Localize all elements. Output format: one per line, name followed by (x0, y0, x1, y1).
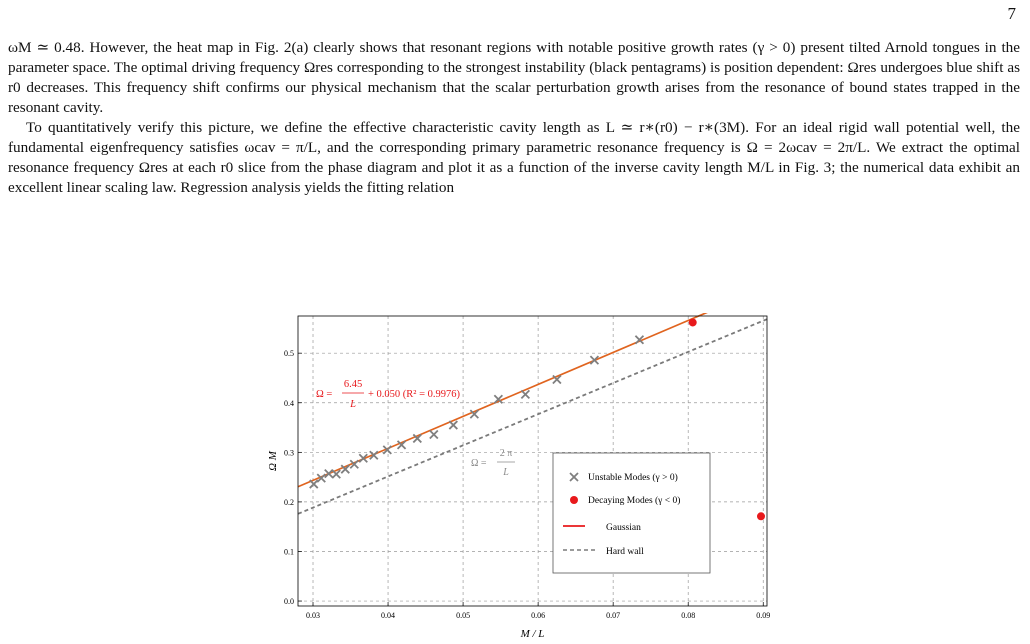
unstable-mode-point (324, 469, 334, 479)
unstable-mode-point (552, 374, 562, 385)
decaying-mode-point (756, 512, 765, 521)
figure-3-chart: 0.03 0.04 0.05 0.06 0.07 0.08 0.09 0.0 0.1 0.2 0.3… (267, 313, 770, 640)
hard-wall-annotation: Ω = 2 π L (471, 448, 515, 478)
y-tick-label: 0.0 (284, 597, 294, 606)
y-tick-label: 0.4 (284, 399, 294, 408)
legend-label-unstable: Unstable Modes (γ > 0) (588, 472, 678, 483)
page-number: 7 (1007, 4, 1017, 23)
x-tick-label: 0.03 (306, 611, 320, 620)
unstable-mode-point (340, 464, 350, 474)
paragraph-1: ωM ≃ 0.48. However, the heat map in Fig.… (8, 39, 1020, 116)
legend: Unstable Modes (γ > 0) Decaying Modes (γ… (552, 452, 711, 574)
unstable-mode-point (369, 450, 379, 460)
fit-prefix: Ω = (316, 389, 332, 400)
paragraph-2: To quantitatively verify this picture, w… (8, 119, 1020, 196)
tick-layer: 0.03 0.04 0.05 0.06 0.07 0.08 0.09 0.0 0.1 0.2 0.3… (284, 349, 770, 620)
unstable-mode-point (396, 440, 407, 450)
fit-numerator: 6.45 (344, 379, 362, 390)
unstable-mode-point (382, 445, 392, 455)
x-tick-label: 0.09 (756, 611, 770, 620)
legend-label-hardwall: Hard wall (606, 547, 644, 557)
x-tick-label: 0.04 (381, 611, 395, 620)
y-tick-label: 0.1 (284, 547, 294, 556)
unstable-mode-point (493, 394, 503, 404)
y-tick-label: 0.5 (284, 349, 294, 358)
hard-denominator: L (502, 467, 509, 478)
unstable-mode-point (331, 469, 341, 479)
point-layer (309, 318, 765, 521)
hard-prefix: Ω = (471, 458, 487, 469)
unstable-mode-point (469, 409, 479, 419)
fit-suffix: + 0.050 (R² = 0.9976) (368, 389, 460, 400)
fit-annotation: Ω = 6.45 L + 0.050 (R² = 0.9976) (316, 379, 460, 410)
x-tick-label: 0.05 (456, 611, 470, 620)
legend-label-decaying: Decaying Modes (γ < 0) (588, 495, 680, 506)
hard-wall-line (297, 318, 768, 515)
legend-label-gaussian: Gaussian (606, 523, 641, 533)
unstable-mode-point (429, 429, 439, 440)
unstable-mode-point (412, 433, 422, 444)
plot-frame (297, 315, 768, 607)
unstable-mode-point (520, 389, 531, 399)
x-tick-label: 0.08 (681, 611, 695, 620)
unstable-mode-point (358, 453, 368, 463)
y-axis-label: Ω M (267, 450, 279, 471)
x-axis-label: M / L (520, 628, 545, 640)
x-tick-label: 0.07 (606, 611, 620, 620)
unstable-mode-point (589, 355, 600, 365)
y-tick-label: 0.2 (284, 498, 294, 507)
decaying-mode-point (688, 318, 697, 327)
unstable-mode-point (349, 459, 359, 469)
unstable-mode-point (448, 420, 458, 430)
legend-marker-decaying (570, 496, 578, 504)
unstable-mode-point (309, 479, 319, 489)
legend-box (552, 452, 711, 574)
fit-denominator: L (349, 399, 356, 410)
hard-numerator: 2 π (500, 448, 513, 459)
unstable-mode-point (316, 473, 326, 483)
unstable-mode-point (634, 335, 645, 345)
legend-marker-unstable (569, 472, 579, 482)
y-tick-label: 0.3 (284, 448, 294, 457)
x-tick-label: 0.06 (531, 611, 545, 620)
body-text: ωM ≃ 0.48. However, the heat map in Fig.… (8, 38, 1020, 198)
